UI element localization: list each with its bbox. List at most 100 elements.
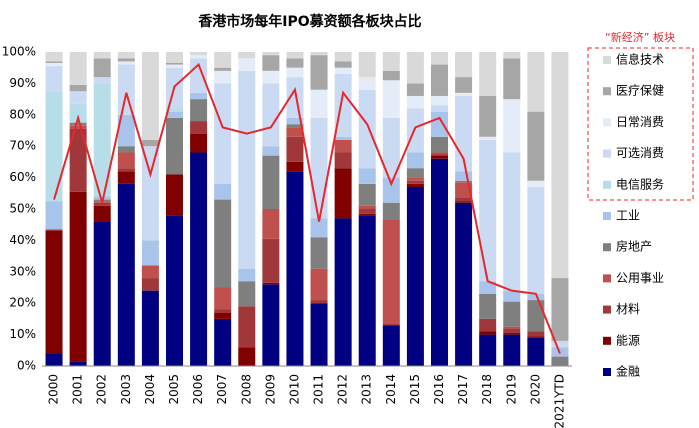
bar-segment: [69, 191, 87, 362]
x-tick-label: 2014: [384, 374, 398, 405]
bar-segment: [358, 205, 376, 209]
bar-segment: [334, 152, 352, 169]
bar-segment: [45, 61, 63, 63]
bar-segment: [238, 70, 256, 269]
bar-segment: [69, 361, 87, 366]
bar-segment: [166, 215, 183, 366]
bar-segment: [310, 300, 328, 304]
bar-segment: [262, 70, 280, 84]
bar-segment: [166, 111, 183, 118]
bar-segment: [406, 183, 424, 188]
legend-label: 房地产: [616, 239, 652, 254]
bar-segment: [45, 52, 63, 62]
y-tick-label: 50%: [9, 202, 36, 216]
bar-segment: [166, 108, 183, 112]
bar-segment: [334, 139, 352, 153]
bar-segment: [479, 95, 497, 137]
bar-segment: [382, 325, 400, 366]
bar-segment: [431, 155, 448, 159]
legend-swatch: [603, 368, 611, 376]
bar-segment: [117, 171, 135, 184]
bar-segment: [45, 353, 63, 366]
bar-segment: [334, 52, 352, 62]
bar-segment: [382, 52, 400, 71]
bar-segment: [479, 331, 497, 335]
bar-segment: [431, 52, 448, 65]
bar-segment: [455, 171, 473, 181]
bar-segment: [117, 152, 135, 169]
bar-segment: [479, 318, 497, 332]
x-tick-label: 2002: [95, 374, 109, 405]
legend-swatch: [603, 305, 611, 314]
bar-segment: [479, 52, 497, 96]
bar-segment: [141, 265, 159, 279]
bar-segment: [382, 70, 400, 81]
x-tick-label: 2010: [287, 374, 301, 405]
bar-segment: [214, 52, 232, 68]
line: [53, 62, 561, 354]
bar-segment: [406, 168, 424, 178]
bar-segment: [93, 58, 111, 78]
bar-segment: [238, 347, 256, 366]
bar-segment: [310, 237, 328, 269]
bar-segment: [479, 136, 497, 140]
new-economy-box: [587, 47, 694, 201]
bar-segment: [286, 127, 304, 137]
bar-segment: [286, 136, 304, 162]
bar-segment: [214, 183, 232, 200]
legend-swatch: [603, 336, 611, 345]
x-tick-label: 2006: [191, 374, 205, 405]
bar-segment: [358, 52, 376, 78]
bar-segment: [69, 91, 87, 104]
x-tick-label: 2019: [504, 374, 518, 405]
bar-segment: [117, 183, 135, 366]
bar-segment: [214, 83, 232, 184]
bar-segment: [117, 61, 135, 65]
bar-segment: [455, 182, 473, 199]
bar-segment: [262, 83, 280, 147]
bar-segment: [551, 278, 569, 341]
bar-segment: [527, 180, 545, 188]
bar-segment: [431, 158, 448, 366]
bar-segment: [117, 146, 135, 153]
bar-segment: [527, 336, 545, 338]
y-tick-label: 30%: [9, 264, 36, 278]
bar-segment: [334, 136, 352, 140]
bar-segment: [286, 117, 304, 125]
bar-segment: [406, 108, 424, 153]
x-tick-label: 2017: [456, 374, 470, 405]
bar-segment: [382, 117, 400, 178]
bar-segment: [503, 333, 521, 335]
bar-segment: [310, 303, 328, 366]
x-tick-label: 2015: [408, 374, 422, 405]
bar-segment: [406, 52, 424, 84]
bar-segment: [117, 168, 135, 172]
bar-segment: [286, 58, 304, 68]
bar-segment: [310, 55, 328, 90]
bar-segment: [382, 177, 400, 203]
bar-segment: [431, 111, 448, 137]
legend-label: 信息技术: [616, 52, 664, 67]
bar-segment: [431, 95, 448, 106]
bar-segment: [214, 70, 232, 84]
x-tick-label: 2003: [119, 374, 133, 405]
bar-segment: [190, 92, 208, 100]
bar-segment: [238, 52, 256, 59]
bar-segment: [93, 202, 111, 206]
bar-segment: [286, 67, 304, 78]
bar-segment: [190, 121, 208, 134]
x-tick-label: 2012: [336, 374, 350, 405]
bar-segment: [431, 64, 448, 96]
bar-segment: [190, 58, 208, 93]
bar-segment: [262, 209, 280, 239]
bar-segment: [479, 293, 497, 319]
bar-segment: [479, 139, 497, 282]
bar-segment: [503, 301, 521, 327]
bar-segment: [455, 180, 473, 183]
bar-segment: [190, 52, 208, 56]
legend-label: 医疗保健: [616, 84, 664, 98]
bar-segment: [214, 67, 232, 71]
legend-swatch: [603, 118, 611, 127]
bar-segment: [334, 61, 352, 68]
